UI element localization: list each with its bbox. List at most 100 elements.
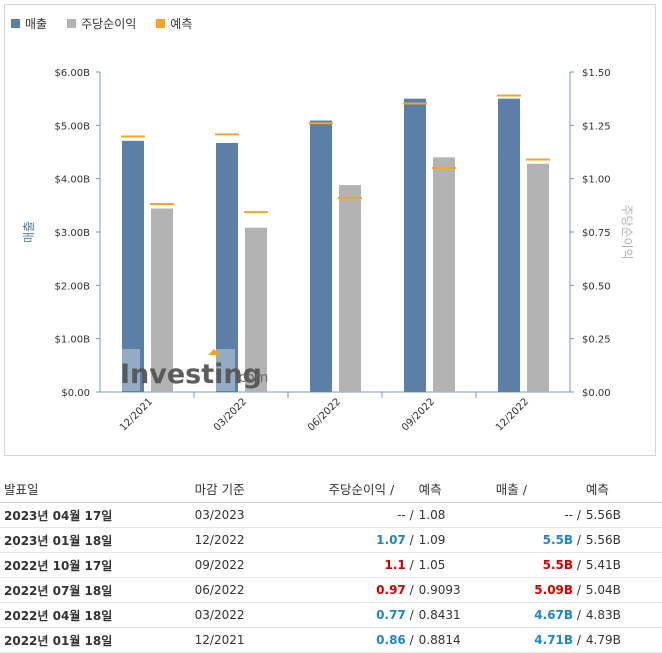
- table-row: 2022년 10월 17일 09/2022 1.1 /1.05 5.5B /5.41B: [0, 552, 662, 578]
- header-revenue-label: 매출: [495, 481, 519, 497]
- chart-plot: $0.00 $1.00B $2.00B $3.00B $4.00B $5.00B $6.00…: [22, 68, 634, 433]
- eps-bar: [339, 185, 361, 392]
- row-revenue: -- /: [494, 502, 585, 528]
- row-eps-separator: /: [409, 608, 414, 622]
- right-tick-label: $0.00: [582, 388, 611, 399]
- revenue-bar: [498, 98, 520, 393]
- row-revenue-separator: /: [576, 633, 581, 647]
- x-tick-label: 09/2022: [400, 396, 437, 433]
- right-tick-label: $1.25: [582, 121, 611, 132]
- row-eps-value: 0.97: [376, 583, 406, 597]
- row-eps: -- /: [327, 502, 418, 528]
- header-revenue[interactable]: 매출 /: [494, 474, 585, 503]
- row-period: 03/2022: [193, 602, 328, 628]
- row-revenue-forecast: 5.56B: [584, 502, 662, 528]
- row-revenue-value: 5.5B: [542, 533, 574, 547]
- row-eps: 0.77 /: [327, 602, 418, 628]
- header-eps[interactable]: 주당순이익 /: [327, 474, 418, 503]
- left-tick-label: $3.00B: [55, 228, 91, 239]
- header-eps-separator: /: [389, 481, 395, 497]
- eps-bar: [151, 208, 173, 392]
- table-row: 2022년 04월 18일 03/2022 0.77 /0.8431 4.67B /4…: [0, 602, 662, 628]
- row-eps-value: 0.77: [376, 608, 406, 622]
- row-eps: 1.07 /: [327, 527, 418, 553]
- row-revenue: 5.09B /: [494, 577, 585, 603]
- row-eps-separator: /: [409, 533, 414, 547]
- row-period: 06/2022: [193, 577, 328, 603]
- x-tick-label: 12/2021: [118, 396, 155, 433]
- chart-legend: 매출 주당순이익 예측: [11, 13, 212, 33]
- row-revenue-separator: /: [576, 583, 581, 597]
- revenue-bar: [122, 140, 144, 392]
- revenue-bar: [310, 120, 332, 393]
- right-tick-label: $0.75: [582, 228, 611, 239]
- row-revenue: 5.5B /: [494, 552, 585, 578]
- revenue-bar: [404, 98, 426, 393]
- row-revenue-value: 5.5B: [542, 558, 574, 572]
- row-eps-forecast: 0.8431: [417, 602, 495, 628]
- eps-bar: [527, 163, 549, 392]
- left-tick-label: $5.00B: [55, 121, 91, 132]
- row-revenue-forecast: 5.04B: [584, 577, 662, 603]
- row-eps-value: --: [397, 508, 406, 522]
- right-tick-label: $0.25: [582, 335, 611, 346]
- row-eps-value: 1.1: [384, 558, 406, 572]
- table-row: 2022년 07월 18일 06/2022 0.97 /0.9093 5.09B /5…: [0, 577, 662, 603]
- x-tick-label: 12/2022: [494, 396, 531, 433]
- row-date: 2023년 01월 18일: [0, 527, 194, 553]
- right-tick-label: $1.50: [582, 68, 611, 79]
- legend-label-forecast: 예측: [170, 16, 193, 31]
- row-eps-value: 0.86: [376, 633, 406, 647]
- legend-item-revenue[interactable]: 매출: [11, 15, 47, 32]
- left-axis-title: 매출: [22, 221, 36, 243]
- revenue-bar: [216, 142, 238, 392]
- header-revenue-separator: /: [522, 481, 527, 497]
- left-tick-label: $4.00B: [55, 175, 91, 186]
- watermark-logo-mark: [208, 349, 220, 355]
- right-axis-title: 주당순이익: [620, 204, 634, 259]
- left-tick-label: $0.00: [61, 388, 90, 399]
- table-row: 2023년 01월 18일 12/2022 1.07 /1.09 5.5B /5.56…: [0, 527, 662, 553]
- earnings-table: 발표일 마감 기준 주당순이익 / 예측 매출 / 예측 2023년 04월 1…: [0, 474, 662, 653]
- row-revenue-separator: /: [576, 533, 581, 547]
- row-revenue: 4.67B /: [494, 602, 585, 628]
- header-date[interactable]: 발표일: [0, 474, 194, 503]
- right-tick-label: $1.00: [582, 175, 611, 186]
- row-date: 2022년 07월 18일: [0, 577, 194, 603]
- row-date: 2023년 04월 17일: [0, 502, 194, 528]
- row-eps-forecast: 1.05: [417, 552, 495, 578]
- row-date: 2022년 01월 18일: [0, 627, 194, 653]
- row-eps-value: 1.07: [376, 533, 406, 547]
- row-revenue-separator: /: [576, 608, 581, 622]
- legend-swatch-revenue: [11, 18, 20, 28]
- watermark-logo: Investing: [120, 359, 262, 390]
- row-eps-separator: /: [409, 583, 414, 597]
- legend-item-forecast[interactable]: 예측: [156, 15, 192, 32]
- left-tick-label: $6.00B: [55, 68, 91, 79]
- header-eps-label: 주당순이익: [328, 481, 386, 497]
- header-period[interactable]: 마감 기준: [193, 474, 328, 503]
- row-revenue: 4.71B /: [494, 627, 585, 653]
- row-date: 2022년 10월 17일: [0, 552, 194, 578]
- table-row: 2022년 01월 18일 12/2021 0.86 /0.8814 4.71B /4…: [0, 627, 662, 653]
- row-revenue-forecast: 5.41B: [584, 552, 662, 578]
- earnings-chart: 매출 주당순이익 예측 $0.00 $1.00B $2.00B $3.00B $4.00…: [4, 4, 656, 456]
- header-eps-forecast[interactable]: 예측: [417, 474, 495, 503]
- row-revenue-separator: /: [576, 508, 581, 522]
- eps-bar: [245, 227, 267, 392]
- legend-item-eps[interactable]: 주당순이익: [67, 15, 136, 32]
- legend-swatch-eps: [67, 18, 77, 28]
- row-eps-forecast: 1.09: [417, 527, 495, 553]
- row-revenue-value: 5.09B: [534, 583, 574, 597]
- row-revenue-forecast: 5.56B: [584, 527, 662, 553]
- row-eps-forecast: 0.8814: [417, 627, 495, 653]
- left-tick-label: $1.00B: [55, 335, 91, 346]
- header-revenue-forecast[interactable]: 예측: [584, 474, 662, 503]
- row-eps-forecast: 0.9093: [417, 577, 495, 603]
- table-row: 2023년 04월 17일 03/2023 -- /1.08 -- /5.56B: [0, 502, 662, 528]
- row-revenue-value: 4.71B: [534, 633, 574, 647]
- row-revenue-value: 4.67B: [534, 608, 574, 622]
- row-period: 03/2023: [193, 502, 328, 528]
- row-eps-forecast: 1.08: [417, 502, 495, 528]
- right-tick-label: $0.50: [582, 281, 611, 292]
